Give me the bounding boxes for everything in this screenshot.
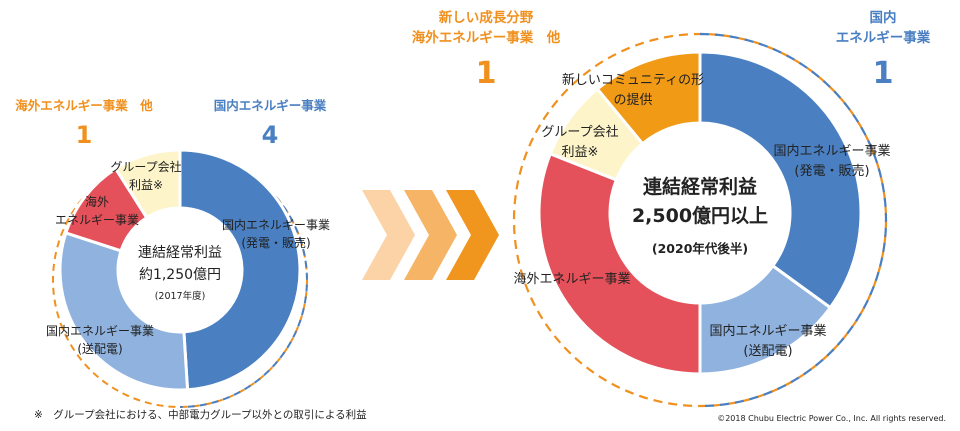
left-label-group-2: 利益※ <box>129 178 163 192</box>
left-label-domestic-gen-2: (発電・販売) <box>241 235 310 250</box>
right-slice-overseas <box>537 151 702 376</box>
right-center-title: 連結経常利益 <box>643 175 757 198</box>
right-header-domestic-line1: 国内 <box>870 9 897 26</box>
chevron-arrow-1 <box>362 190 415 280</box>
left-dashed-circle-orange <box>52 152 308 408</box>
left-slice-domestic-gen <box>178 148 302 392</box>
left-header-overseas-value: 1 <box>76 121 93 149</box>
donut-chart-2017 <box>58 148 302 392</box>
left-center-period: (2017年度) <box>155 290 206 302</box>
right-header-domestic-value: 1 <box>873 56 894 91</box>
left-label-group-1: グループ会社 <box>110 159 181 174</box>
left-center-amount: 約1,250億円 <box>139 267 221 283</box>
right-label-group-1: グループ会社 <box>541 124 618 140</box>
right-label-domestic-trans-2: (送配電) <box>743 344 792 359</box>
left-label-overseas-2: エネルギー事業 <box>55 213 139 227</box>
left-header-domestic-label: 国内エネルギー事業 <box>214 98 327 113</box>
right-header-new-fields-line2: 海外エネルギー事業 他 <box>412 29 561 46</box>
right-slice-new-community <box>595 50 702 146</box>
left-slice-domestic-trans <box>58 231 190 392</box>
right-label-domestic-gen-1: 国内エネルギー事業 <box>773 143 890 159</box>
right-center-amount: 2,500億円以上 <box>632 204 768 227</box>
right-header-new-fields-value: 1 <box>476 56 497 91</box>
left-header-overseas-label: 海外エネルギー事業 他 <box>15 98 153 113</box>
right-label-group-2: 利益※ <box>562 145 599 160</box>
right-header-domestic-line2: エネルギー事業 <box>836 29 931 46</box>
copyright: ©2018 Chubu Electric Power Co., Inc. All… <box>717 414 946 423</box>
right-label-overseas-1: 海外エネルギー事業 <box>513 271 630 287</box>
left-label-domestic-gen-1: 国内エネルギー事業 <box>222 218 330 232</box>
right-center-period: (2020年代後半) <box>652 241 748 256</box>
left-center-title: 連結経常利益 <box>138 245 222 261</box>
chevron-arrow-3 <box>446 190 499 280</box>
left-label-domestic-trans-1: 国内エネルギー事業 <box>46 324 154 338</box>
donut-chart-2020s <box>537 50 863 376</box>
right-label-domestic-trans-1: 国内エネルギー事業 <box>709 323 826 339</box>
left-header-domestic-value: 4 <box>262 121 279 149</box>
left-slice-group <box>113 148 182 220</box>
right-label-new-community-2: の提供 <box>613 92 652 108</box>
footnote: ※ グループ会社における、中部電力グループ以外との取引による利益 <box>34 409 367 421</box>
chevron-arrow-2 <box>404 190 457 280</box>
right-slice-domestic-gen <box>698 50 863 310</box>
right-header-new-fields-line1: 新しい成長分野 <box>439 9 534 26</box>
right-label-new-community-1: 新しいコミュニティの形 <box>562 72 704 88</box>
left-label-overseas-1: 海外 <box>85 194 109 209</box>
left-label-domestic-trans-2: (送配電) <box>77 341 122 356</box>
right-label-domestic-gen-2: (発電・販売) <box>794 163 869 179</box>
right-dashed-arc-blue <box>699 32 888 408</box>
